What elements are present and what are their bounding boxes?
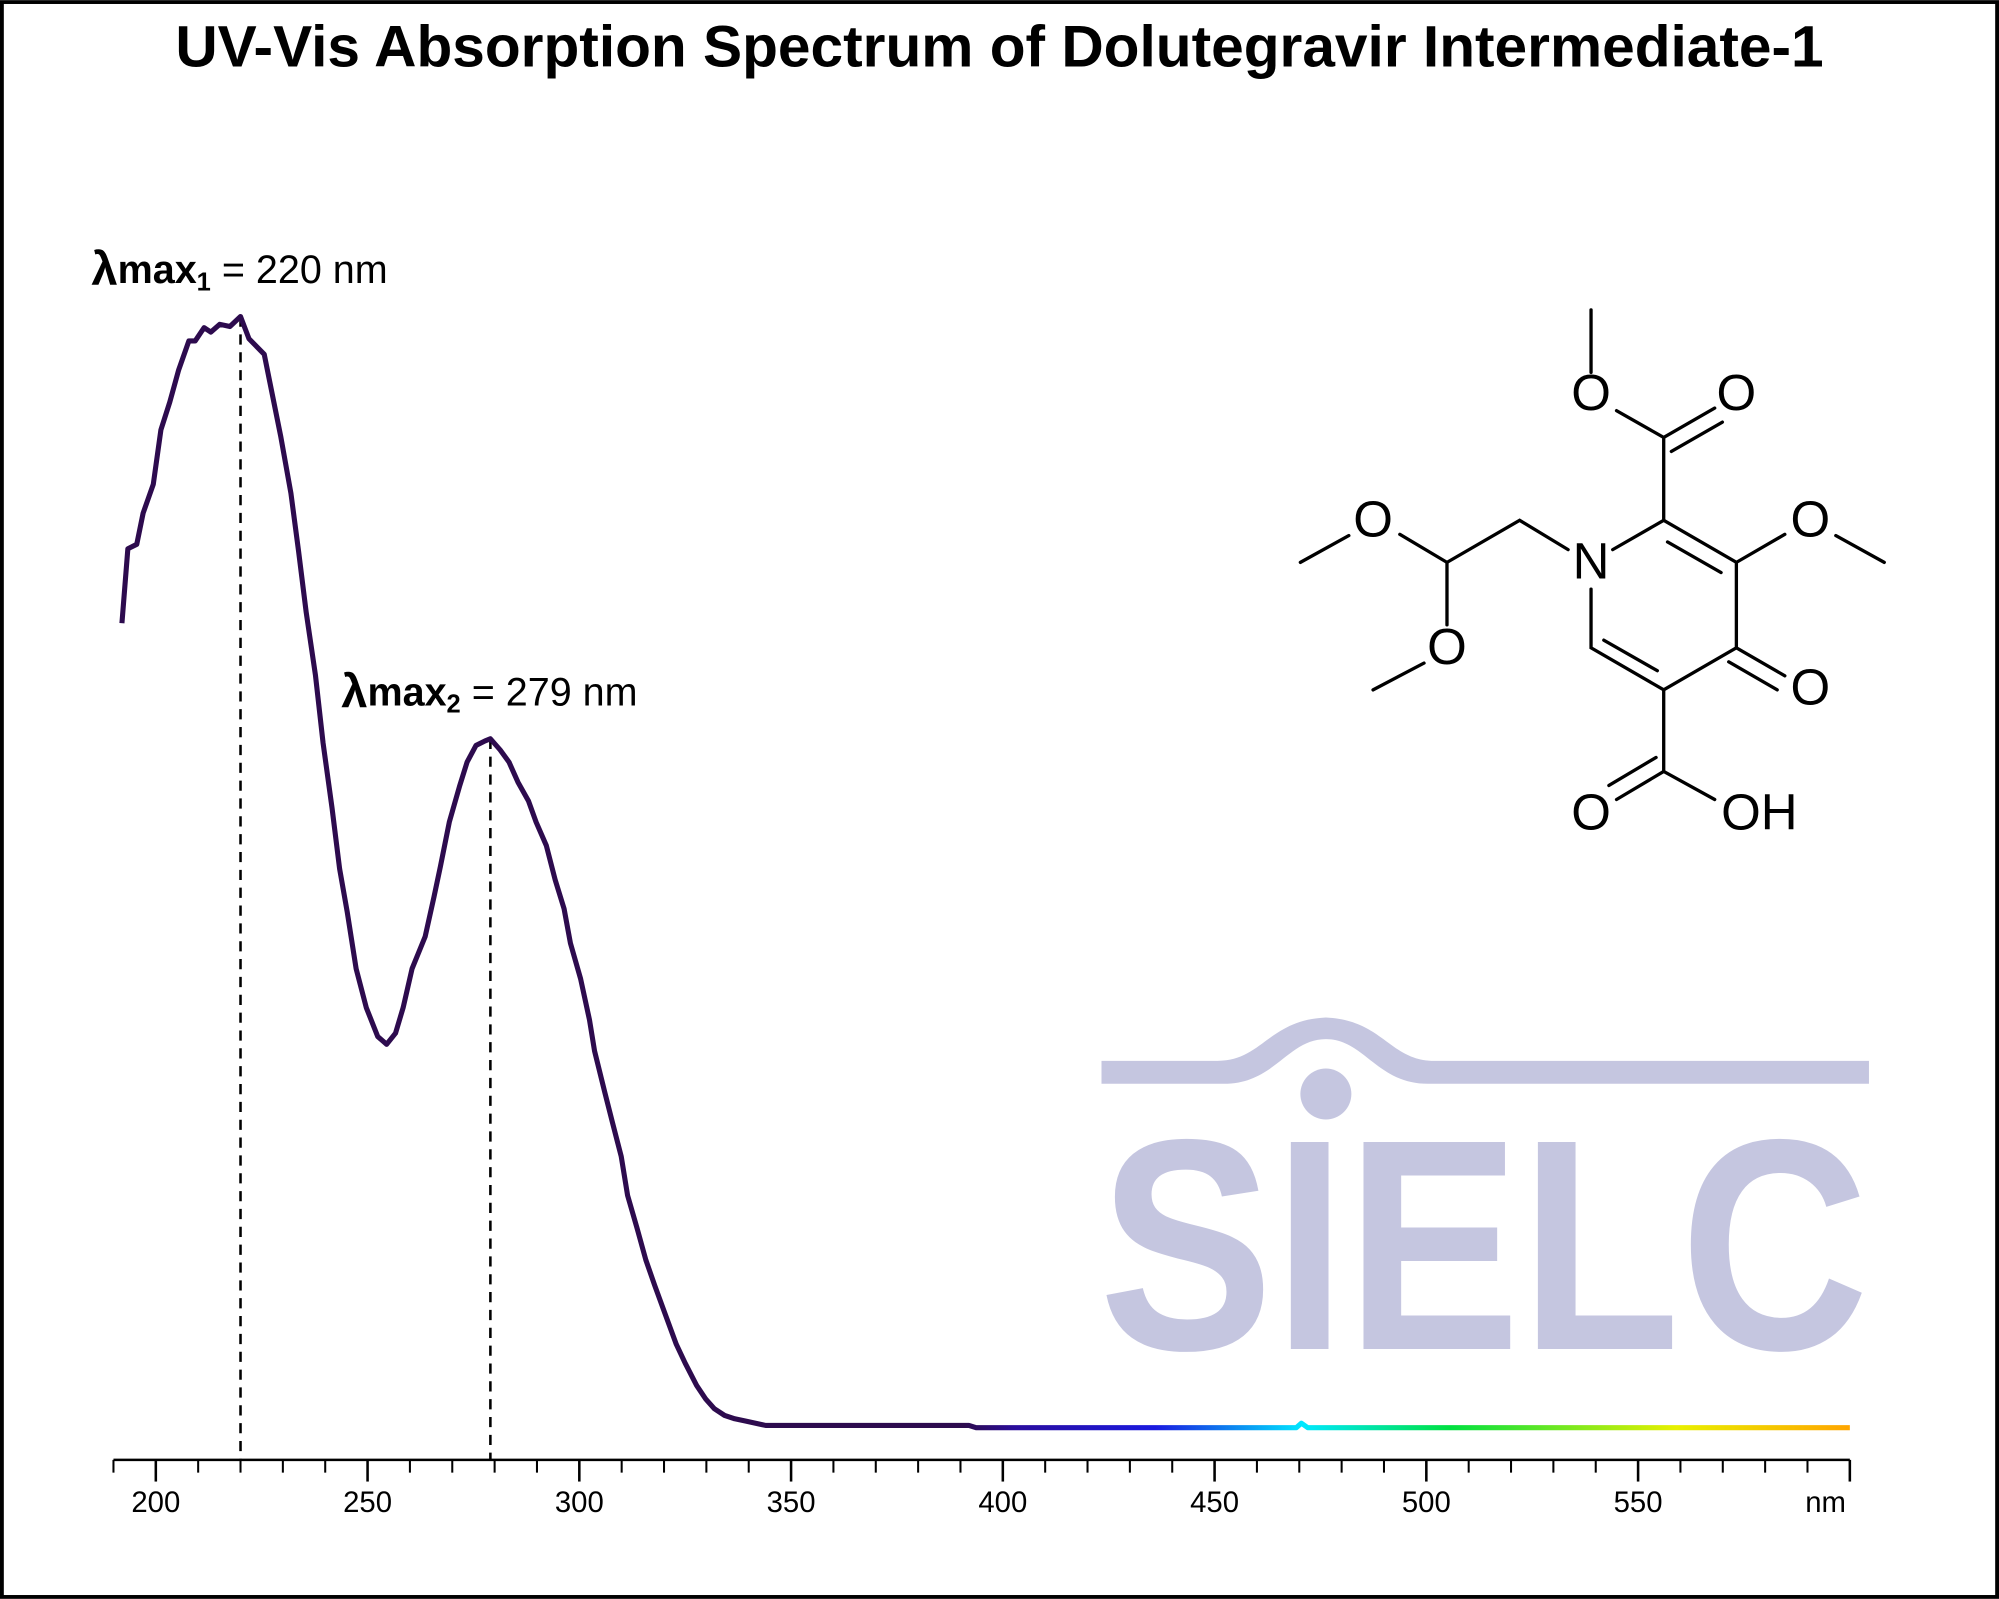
watermark: SIELC bbox=[1099, 1017, 1869, 1413]
x-tick-label: 200 bbox=[131, 1486, 180, 1519]
x-tick-label: 550 bbox=[1614, 1486, 1663, 1519]
structure: O O O N O O O O OH bbox=[1298, 308, 1886, 841]
chart-title: UV-Vis Absorption Spectrum of Dolutegrav… bbox=[175, 15, 1823, 80]
peak-index: 1 bbox=[197, 268, 211, 296]
atom-label: O bbox=[1353, 490, 1393, 547]
atom-label: O bbox=[1427, 618, 1467, 675]
peak-text: = 220 nm bbox=[211, 249, 388, 293]
atom-label: O bbox=[1717, 364, 1757, 421]
bonds bbox=[1298, 308, 1886, 802]
atom-label: N bbox=[1573, 532, 1610, 589]
peak-label: λmax2 = 279 nm bbox=[341, 665, 637, 718]
peak-text: = 279 nm bbox=[461, 671, 638, 715]
peak-label-main: max bbox=[367, 671, 446, 715]
atom-label: O bbox=[1790, 490, 1830, 547]
watermark-swoosh bbox=[1101, 1017, 1869, 1084]
peak-index: 2 bbox=[447, 690, 461, 718]
atom-label: O bbox=[1790, 659, 1830, 716]
peak-symbol: λ bbox=[341, 665, 367, 718]
watermark-dot bbox=[1300, 1068, 1352, 1120]
x-tick-label: 450 bbox=[1190, 1486, 1239, 1519]
x-tick-label: nm bbox=[1805, 1486, 1846, 1519]
peak-label-main: max bbox=[118, 249, 197, 293]
x-tick-label: 250 bbox=[343, 1486, 392, 1519]
watermark-text: SIELC bbox=[1099, 1077, 1869, 1413]
x-tick-label: 400 bbox=[978, 1486, 1027, 1519]
x-tick-label: 350 bbox=[767, 1486, 816, 1519]
x-tick-label: 300 bbox=[555, 1486, 604, 1519]
atom-label: O bbox=[1571, 364, 1611, 421]
x-tick-label: 500 bbox=[1402, 1486, 1451, 1519]
peak-symbol: λ bbox=[91, 243, 117, 296]
spectrum-line bbox=[119, 313, 1850, 1431]
peak-label: λmax1 = 220 nm bbox=[91, 243, 387, 296]
atom-label: OH bbox=[1721, 784, 1797, 841]
atom-label: O bbox=[1571, 784, 1611, 841]
